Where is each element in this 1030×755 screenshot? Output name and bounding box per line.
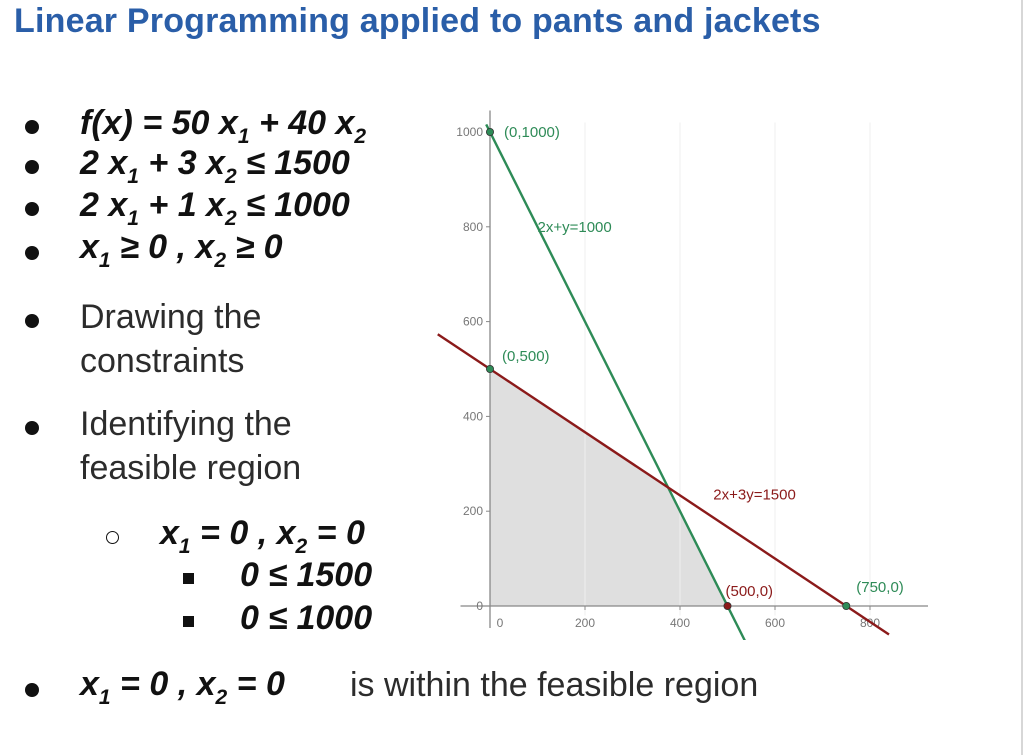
y-tick-label: 400 [463,409,483,423]
bullet-dot [25,246,39,260]
bullet-dot [25,160,39,174]
vertex-point [486,127,495,136]
test-constraint-2: 0 ≤ 1000 [240,599,373,637]
vertex-label: (500,0) [726,583,774,600]
y-tick-label: 1000 [456,125,483,139]
x-tick-label: 400 [670,616,690,630]
x-tick-label: 200 [575,616,595,630]
sub-sub-bullet-square [183,573,194,584]
feasible-region-text: Identifying the feasible region [80,405,302,487]
feasible-region-area [490,369,728,606]
bullet-dot [25,314,39,328]
bullet-dot [25,421,39,435]
constraint-line [485,123,746,640]
bullet-dot [25,120,39,134]
sub-bullet-circle [106,531,119,544]
y-tick-label: 600 [463,315,483,329]
constraint-2: 2 x1 + 1 x2 ≤ 1000 [80,186,350,230]
objective-function: f(x) = 50 x1 + 40 x2 [80,104,367,148]
bullet-dot [25,202,39,216]
line-label: 2x+y=1000 [538,219,612,236]
bullet-dot [25,683,39,697]
line-label: 2x+3y=1500 [713,487,796,504]
x-tick-label: 0 [497,616,504,630]
constraint-line [437,333,890,636]
vertex-label: (750,0) [856,579,904,596]
sub-sub-bullet-square [183,616,194,627]
y-tick-label: 800 [463,220,483,234]
slide-title: Linear Programming applied to pants and … [14,2,821,40]
test-point: x1 = 0 , x2 = 0 [160,514,365,558]
vertex-point [842,601,851,610]
slide-edge-divider [1021,0,1023,755]
x-tick-label: 600 [765,616,785,630]
vertex-label: (0,500) [502,348,550,365]
vertex-point [723,601,732,610]
y-tick-label: 0 [476,599,483,613]
feasible-region-chart: 0200400600800100002004006008002x+y=10002… [437,110,928,640]
test-constraint-1: 0 ≤ 1500 [240,556,373,594]
drawing-constraints-text: Drawing the constraints [80,298,262,380]
nonnegativity-constraint: x1 ≥ 0 , x2 ≥ 0 [80,228,283,272]
vertex-point [486,364,495,373]
conclusion-text: is within the feasible region [350,666,759,704]
vertex-label: (0,1000) [504,124,560,141]
conclusion-point: x1 = 0 , x2 = 0 [80,665,285,709]
y-tick-label: 200 [463,504,483,518]
constraint-1: 2 x1 + 3 x2 ≤ 1500 [80,144,350,188]
